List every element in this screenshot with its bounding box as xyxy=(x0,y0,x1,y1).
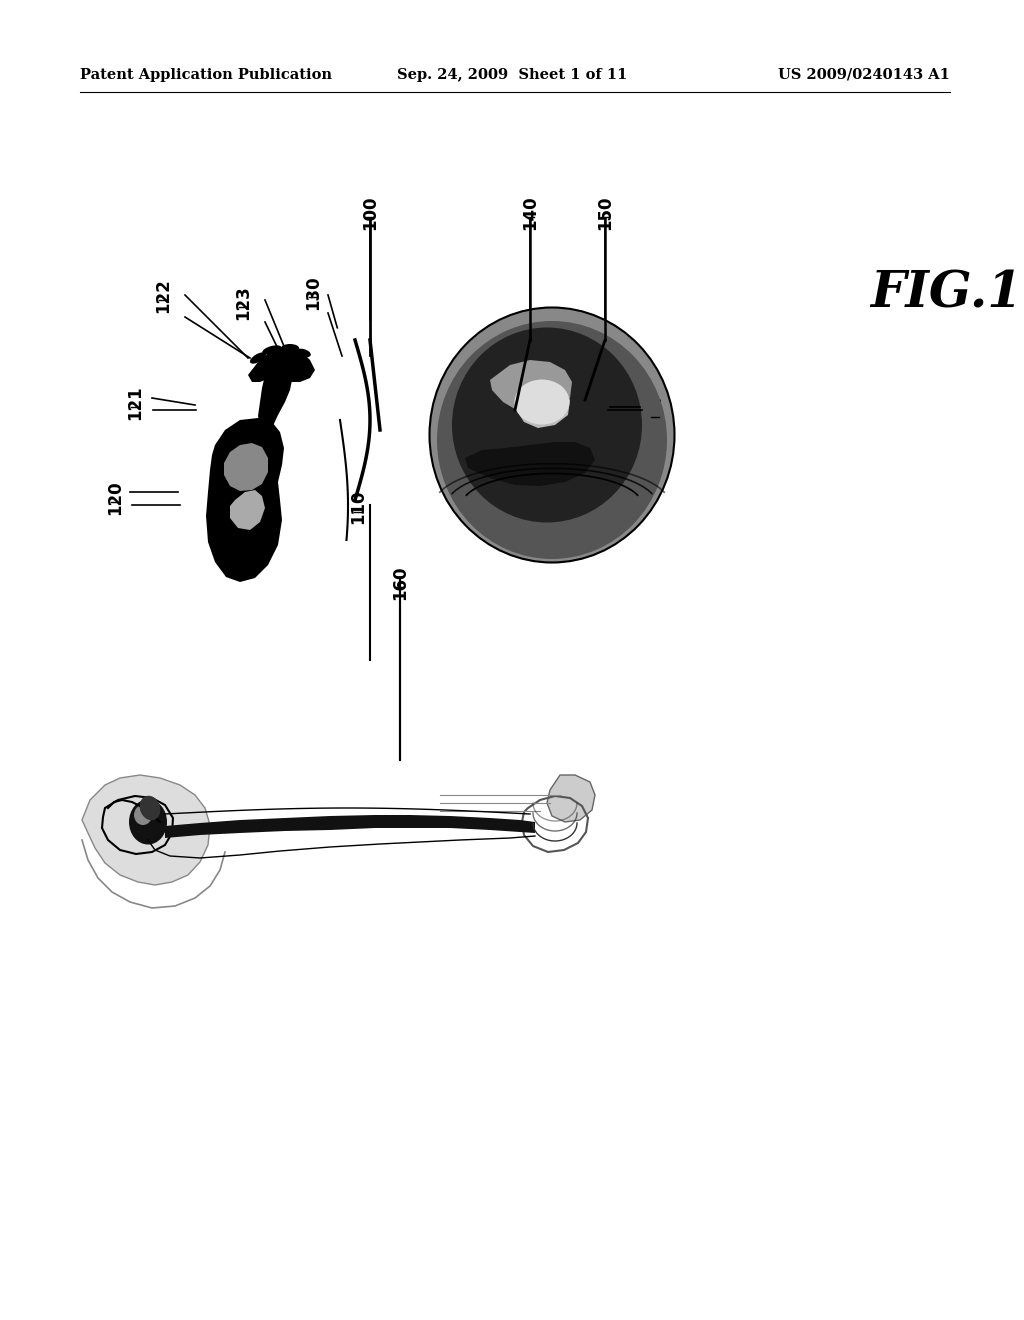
Text: FIG.1: FIG.1 xyxy=(870,271,1022,319)
Polygon shape xyxy=(258,366,292,430)
Ellipse shape xyxy=(139,796,161,820)
Ellipse shape xyxy=(262,346,282,355)
Polygon shape xyxy=(465,442,595,486)
Text: Patent Application Publication: Patent Application Publication xyxy=(80,69,332,82)
Text: 161: 161 xyxy=(646,395,664,429)
Ellipse shape xyxy=(250,352,266,364)
Ellipse shape xyxy=(514,380,569,425)
Text: 121: 121 xyxy=(126,385,144,420)
Ellipse shape xyxy=(295,348,311,358)
Text: 123: 123 xyxy=(234,285,252,319)
Polygon shape xyxy=(547,775,595,822)
Text: 130: 130 xyxy=(304,275,322,310)
Text: 110: 110 xyxy=(349,490,367,524)
Text: 150: 150 xyxy=(596,195,614,230)
Text: 122: 122 xyxy=(154,279,172,313)
Ellipse shape xyxy=(429,308,675,562)
Text: US 2009/0240143 A1: US 2009/0240143 A1 xyxy=(778,69,950,82)
Text: 160: 160 xyxy=(391,565,409,599)
Text: 100: 100 xyxy=(361,195,379,230)
Polygon shape xyxy=(490,360,572,414)
Polygon shape xyxy=(516,388,570,428)
Polygon shape xyxy=(230,490,265,531)
Ellipse shape xyxy=(281,345,299,352)
Polygon shape xyxy=(165,814,535,838)
Polygon shape xyxy=(278,327,372,490)
Ellipse shape xyxy=(452,327,642,523)
Text: 120: 120 xyxy=(106,480,124,515)
Ellipse shape xyxy=(134,805,152,825)
Polygon shape xyxy=(248,348,315,381)
Ellipse shape xyxy=(129,800,167,845)
Polygon shape xyxy=(206,418,284,582)
Text: 140: 140 xyxy=(521,195,539,230)
Polygon shape xyxy=(224,444,268,491)
Polygon shape xyxy=(82,775,210,884)
Text: Sep. 24, 2009  Sheet 1 of 11: Sep. 24, 2009 Sheet 1 of 11 xyxy=(397,69,627,82)
Ellipse shape xyxy=(437,321,667,558)
